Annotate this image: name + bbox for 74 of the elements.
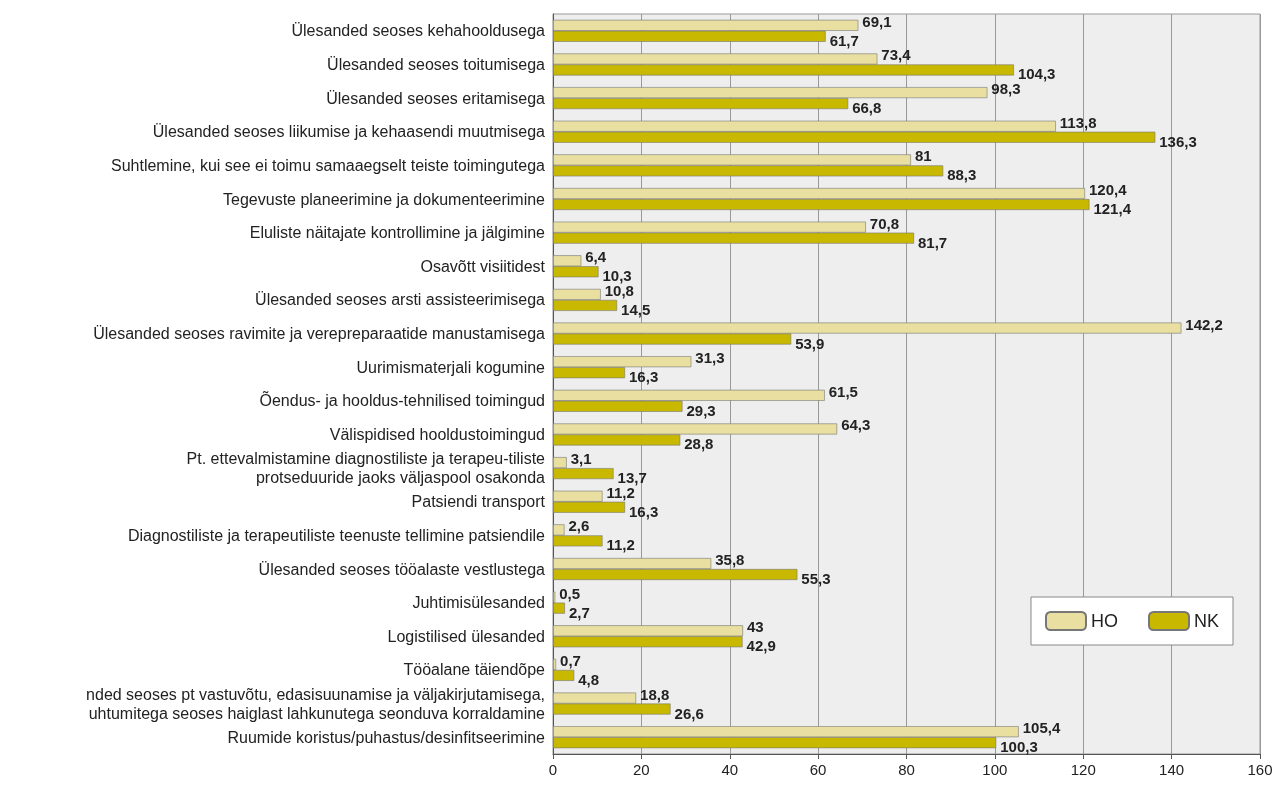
data-label: 4,8 bbox=[578, 670, 600, 688]
data-label: 0,7 bbox=[560, 651, 581, 669]
data-label: 55,3 bbox=[801, 570, 831, 587]
data-label: 120,4 bbox=[1089, 181, 1128, 198]
y-tick-label: Ülesanded seoses eritamisega bbox=[326, 89, 546, 107]
x-tick-label: 40 bbox=[721, 761, 739, 778]
y-tick-label: Õendus- ja hooldus-tehnilised toimingud bbox=[259, 390, 545, 410]
data-label: 28,8 bbox=[684, 435, 714, 453]
data-label: 100,3 bbox=[1000, 738, 1038, 756]
y-tick-label: Osavõtt visiitidest bbox=[420, 257, 546, 275]
legend-label: NK bbox=[1194, 611, 1220, 631]
data-label: 70,8 bbox=[869, 214, 900, 232]
x-tick-label: 60 bbox=[809, 761, 827, 778]
y-tick-label: Tööalane täiendõpe bbox=[403, 661, 546, 679]
y-tick-label: Ülesanded seoses liikumise ja kehaasendi muutmisega bbox=[152, 123, 546, 141]
data-label: 53,9 bbox=[795, 334, 825, 352]
y-tick-label: Tegevuste planeerimine ja dokumenteerimine bbox=[223, 190, 546, 208]
y-tick-label: Pt. ettevalmistamine diagnostiliste ja terapeu-tiliste protseduuride jaoks väljaspool osakonda bbox=[186, 450, 546, 487]
y-tick-label: Ülesanded seoses ravimite ja verepreparaatide manustamisega bbox=[93, 325, 546, 343]
data-label: 64,3 bbox=[841, 416, 871, 434]
x-tick-label: 0 bbox=[548, 761, 558, 778]
y-tick-label: Suhtlemine, kui see ei toimu samaaegselt teiste toimingutega bbox=[110, 156, 546, 174]
data-label: 0,5 bbox=[559, 584, 581, 602]
x-tick-label: 140 bbox=[1159, 761, 1185, 778]
data-label: 11,2 bbox=[606, 536, 635, 554]
y-tick-label: nded seoses pt vastuvõtu, edasisuunamise ja väljakirjutamisega, uhtumitega seoses haiglast lahkunutega seonduva korraldamine bbox=[86, 685, 546, 722]
data-label: 61,7 bbox=[829, 31, 859, 49]
y-tick-label: Ruumide koristus/puhastus/desinfitseerimine bbox=[227, 728, 546, 746]
data-label: 16,3 bbox=[629, 502, 659, 520]
x-tick-label: 20 bbox=[633, 761, 650, 778]
data-label: 66,8 bbox=[852, 99, 882, 117]
data-label: 26,6 bbox=[674, 704, 704, 722]
x-tick-label: 80 bbox=[898, 761, 915, 778]
y-tick-label: Eluliste näitajate kontrollimine ja jälgimine bbox=[249, 224, 546, 242]
data-label: 2,6 bbox=[568, 517, 590, 535]
legend-label: HO bbox=[1091, 611, 1118, 631]
x-tick-label: 160 bbox=[1247, 761, 1273, 778]
data-label: 18,8 bbox=[640, 685, 670, 703]
y-tick-label: Diagnostiliste ja terapeutiliste teenuste tellimine patsiendile bbox=[127, 526, 546, 544]
data-label: 69,1 bbox=[862, 12, 892, 30]
data-label: 81,7 bbox=[918, 233, 948, 251]
data-label: 136,3 bbox=[1159, 132, 1197, 150]
data-label: 42,9 bbox=[746, 637, 776, 655]
data-label: 113,8 bbox=[1059, 113, 1097, 131]
x-tick-label: 100 bbox=[982, 761, 1008, 778]
data-label: 31,3 bbox=[695, 349, 725, 367]
data-label: 10,3 bbox=[602, 267, 632, 285]
data-label: 105,4 bbox=[1022, 719, 1061, 737]
y-tick-label: Välispidised hooldustoimingud bbox=[329, 425, 545, 443]
y-tick-label: Juhtimisülesanded bbox=[412, 594, 545, 612]
y-tick-label: Patsiendi transport bbox=[411, 493, 546, 511]
data-label: 104,3 bbox=[1017, 65, 1056, 83]
data-label: 6,4 bbox=[585, 248, 607, 266]
data-label: 81 bbox=[914, 147, 932, 165]
y-tick-label: Ülesanded seoses kehahooldusega bbox=[291, 22, 546, 40]
y-tick-label: Ülesanded seoses toitumisega bbox=[327, 55, 546, 73]
y-tick-label: Ülesanded seoses tööalaste vestlustega bbox=[258, 560, 546, 578]
data-label: 16,3 bbox=[629, 368, 659, 386]
data-label: 43 bbox=[747, 618, 764, 636]
x-tick-label: 120 bbox=[1070, 761, 1096, 778]
data-label: 35,8 bbox=[715, 551, 745, 568]
y-tick-label: Logistilised ülesanded bbox=[387, 627, 545, 645]
data-label: 29,3 bbox=[686, 401, 716, 419]
y-tick-label: Ülesanded seoses arsti assisteerimisega bbox=[255, 291, 546, 309]
y-tick-label: Uurimismaterjali kogumine bbox=[356, 358, 546, 376]
data-label: 14,5 bbox=[621, 300, 651, 318]
data-label: 61,5 bbox=[828, 382, 858, 400]
data-label: 88,3 bbox=[947, 166, 977, 184]
data-label: 121,4 bbox=[1093, 200, 1132, 217]
data-label: 98,3 bbox=[991, 80, 1021, 98]
data-label: 3,1 bbox=[570, 450, 592, 468]
data-label: 73,4 bbox=[881, 46, 912, 64]
data-label: 2,7 bbox=[568, 603, 590, 621]
data-label: 142,2 bbox=[1185, 315, 1223, 333]
